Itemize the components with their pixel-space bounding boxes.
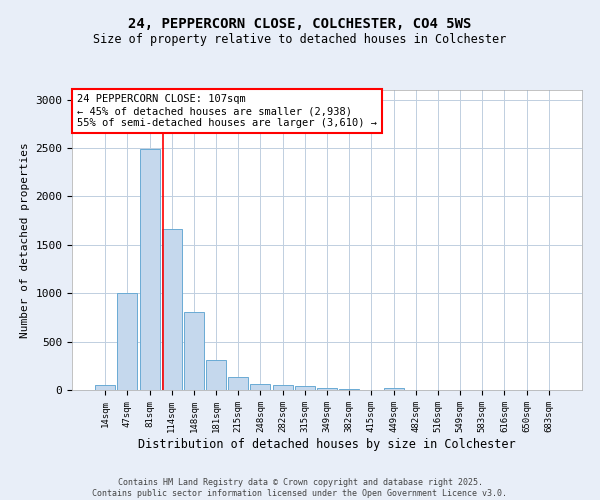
Text: Size of property relative to detached houses in Colchester: Size of property relative to detached ho…	[94, 32, 506, 46]
Bar	[118, 292, 137, 390]
Bar	[206, 360, 226, 390]
Bar	[295, 386, 315, 390]
Bar	[250, 384, 271, 390]
Bar	[140, 149, 160, 390]
Bar	[317, 388, 337, 390]
X-axis label: Distribution of detached houses by size in Colchester: Distribution of detached houses by size …	[138, 438, 516, 450]
Bar	[162, 230, 182, 390]
Bar	[339, 388, 359, 390]
Bar	[95, 384, 115, 390]
Bar	[272, 384, 293, 390]
Bar	[228, 378, 248, 390]
Y-axis label: Number of detached properties: Number of detached properties	[20, 142, 30, 338]
Bar	[383, 388, 404, 390]
Bar	[184, 312, 204, 390]
Text: 24 PEPPERCORN CLOSE: 107sqm
← 45% of detached houses are smaller (2,938)
55% of : 24 PEPPERCORN CLOSE: 107sqm ← 45% of det…	[77, 94, 377, 128]
Text: Contains HM Land Registry data © Crown copyright and database right 2025.
Contai: Contains HM Land Registry data © Crown c…	[92, 478, 508, 498]
Text: 24, PEPPERCORN CLOSE, COLCHESTER, CO4 5WS: 24, PEPPERCORN CLOSE, COLCHESTER, CO4 5W…	[128, 18, 472, 32]
